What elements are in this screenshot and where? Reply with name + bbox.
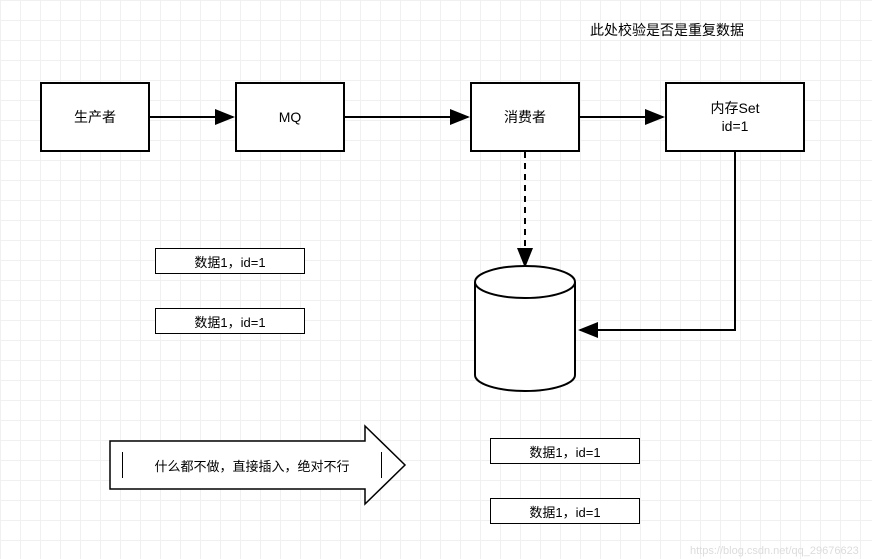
node-memset-label1: 内存Set [710,99,759,117]
data-box-4-label: 数据1，id=1 [529,502,600,521]
data-box-3-label: 数据1，id=1 [529,442,600,461]
top-annotation: 此处校验是否是重复数据 [590,20,744,40]
arrow-memset-db [580,152,735,330]
data-box-3: 数据1，id=1 [490,438,640,464]
node-producer-label: 生产者 [74,108,116,126]
warn-box: 什么都不做，直接插入，绝对不行 [122,452,382,478]
node-memset: 内存Set id=1 [665,82,805,152]
data-box-2-label: 数据1，id=1 [194,312,265,331]
data-box-1-label: 数据1，id=1 [194,252,265,271]
database-label: 数据库 [517,303,537,351]
node-mq: MQ [235,82,345,152]
node-memset-label2: id=1 [710,117,759,135]
node-mq-label: MQ [279,108,302,126]
node-consumer: 消费者 [470,82,580,152]
data-box-1: 数据1，id=1 [155,248,305,274]
node-producer: 生产者 [40,82,150,152]
watermark: https://blog.csdn.net/qq_29676623 [690,545,859,557]
warn-box-label: 什么都不做，直接插入，绝对不行 [154,456,349,475]
data-box-4: 数据1，id=1 [490,498,640,524]
data-box-2: 数据1，id=1 [155,308,305,334]
node-consumer-label: 消费者 [504,108,546,126]
